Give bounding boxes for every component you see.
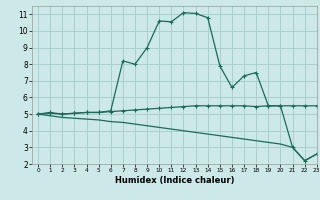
X-axis label: Humidex (Indice chaleur): Humidex (Indice chaleur): [115, 176, 234, 185]
